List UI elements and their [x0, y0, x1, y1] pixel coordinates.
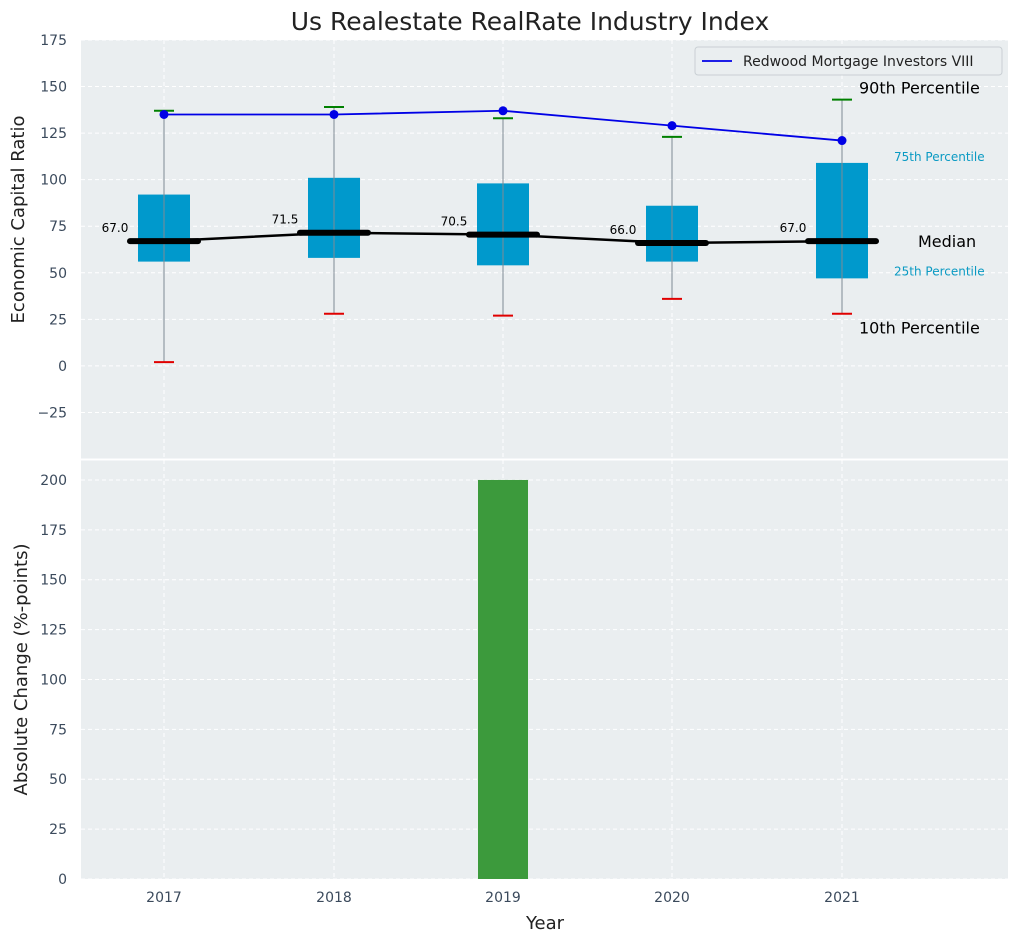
legend-box [694, 46, 1003, 76]
top-y-tick-label: 125 [40, 126, 67, 142]
bottom-y-axis-label: Absolute Change (%-points) [11, 544, 32, 796]
median-value-label: 70.5 [441, 215, 468, 229]
legend: Redwood Mortgage Investors VIII [694, 46, 1003, 76]
annotation-25th: 25th Percentile [894, 264, 985, 278]
bottom-y-tick-label: 75 [49, 722, 67, 738]
top-y-axis-label: Economic Capital Ratio [8, 116, 29, 324]
change-bar [478, 479, 528, 879]
top-y-tick-label: 175 [40, 33, 67, 49]
bottom-y-tick-label: 0 [58, 872, 67, 888]
bottom-y-tick-label: 150 [40, 573, 67, 589]
series-point [159, 109, 169, 119]
median-value-label: 67.0 [780, 221, 807, 235]
top-y-tick-label: 0 [58, 359, 67, 375]
bottom-y-tick-label: 200 [40, 473, 67, 489]
median-value-label: 66.0 [610, 223, 637, 237]
series-point [329, 109, 339, 119]
top-panel: −25 0 25 50 75 100 125 150 175 67.0 71.5 70.5 66.0 67… [37, 33, 1008, 459]
annotation-90th: 90th Percentile [859, 79, 980, 98]
bottom-plot-background [81, 460, 1008, 879]
x-tick-label: 2018 [316, 890, 352, 906]
bottom-panel: 0 25 50 75 100 125 150 175 200 2017 2018 2019 2020 20… [40, 458, 1008, 906]
top-plot-background [81, 40, 1008, 459]
x-axis-label: Year [525, 913, 565, 934]
median-value-label: 71.5 [272, 213, 299, 227]
annotation-75th: 75th Percentile [894, 150, 985, 164]
top-y-tick-label: 75 [49, 219, 67, 235]
bottom-y-tick-label: 25 [49, 822, 67, 838]
top-y-tick-label: −25 [37, 405, 67, 421]
x-tick-label: 2021 [824, 890, 860, 906]
bottom-y-tick-label: 125 [40, 623, 67, 639]
median-value-label: 67.0 [102, 221, 129, 235]
top-y-tick-label: 150 [40, 80, 67, 96]
x-tick-label: 2019 [485, 890, 521, 906]
top-y-tick-label: 100 [40, 173, 67, 189]
annotation-median: Median [918, 232, 976, 251]
top-y-tick-label: 25 [49, 312, 67, 328]
legend-label: Redwood Mortgage Investors VIII [743, 54, 974, 70]
series-point [498, 106, 508, 116]
x-tick-label: 2017 [146, 890, 182, 906]
chart-title: Us Realestate RealRate Industry Index [291, 7, 770, 36]
annotation-10th: 10th Percentile [859, 319, 980, 338]
bottom-y-tick-label: 50 [49, 772, 67, 788]
bottom-y-tick-label: 100 [40, 672, 67, 688]
series-point [837, 136, 847, 146]
series-point [667, 121, 677, 131]
top-y-tick-label: 50 [49, 266, 67, 282]
bottom-y-tick-label: 175 [40, 523, 67, 539]
x-tick-label: 2020 [654, 890, 690, 906]
